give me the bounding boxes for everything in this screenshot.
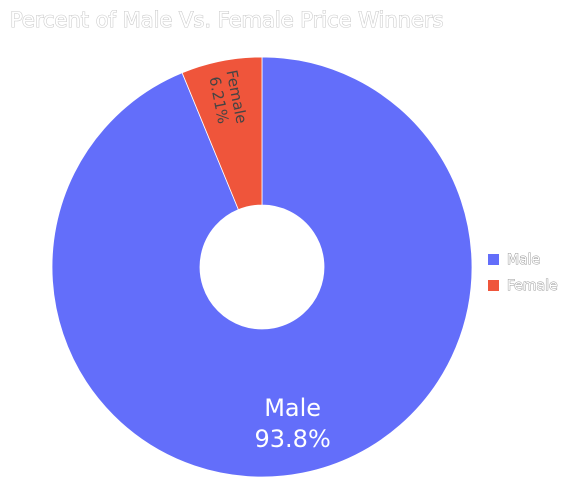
legend-item-female[interactable]: Female [488,278,558,295]
legend-label: Male [507,252,540,268]
legend[interactable]: Male Female [488,252,558,295]
slice-female[interactable] [181,56,263,211]
slice-label-male: Male 93.8% [255,394,331,453]
slice-label-percent: 93.8% [255,425,331,453]
legend-swatch [488,254,499,265]
legend-swatch [488,280,499,291]
legend-item-male[interactable]: Male [488,252,541,269]
slice-male[interactable] [51,56,473,478]
legend-label: Female [507,278,558,294]
slices-group [51,56,473,478]
chart-title: Percent of Male Vs. Female Price Winners [10,8,443,32]
slice-label-name: Male [264,394,321,422]
